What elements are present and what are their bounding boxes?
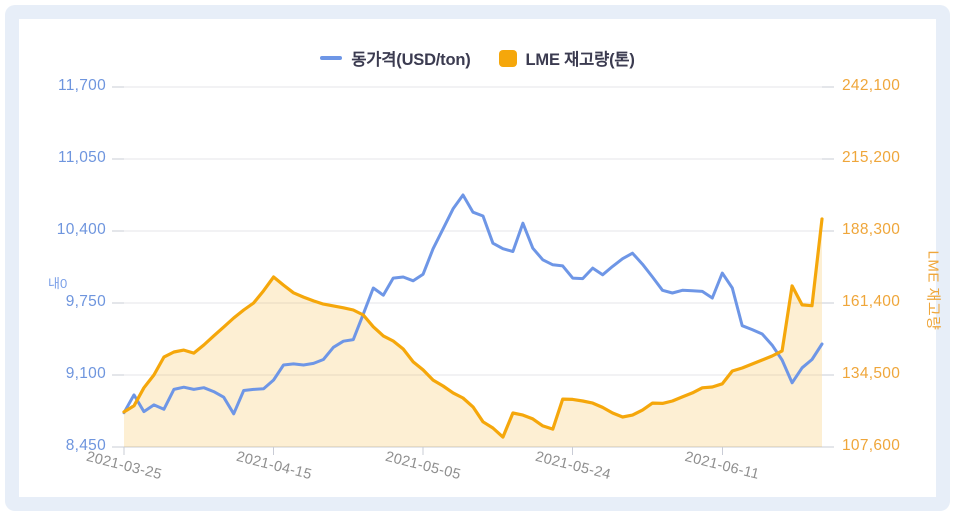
chart-card: 동가격(USD/ton) LME 재고량(톤) 내0 LME 재고량	[5, 5, 950, 511]
price-line-swatch-icon	[320, 56, 343, 60]
stock-area-swatch-icon	[498, 49, 517, 67]
left-axis-title: 내0	[48, 276, 68, 291]
legend-item-stock[interactable]: LME 재고량(톤)	[498, 46, 635, 70]
legend-stock-label: LME 재고량(톤)	[525, 51, 635, 69]
legend-price-label: 동가격(USD/ton)	[351, 51, 471, 69]
price-line	[122, 193, 824, 416]
legend-item-price[interactable]: 동가격(USD/ton)	[320, 46, 471, 70]
stock-area	[124, 219, 822, 447]
gridlines	[124, 86, 822, 448]
stock-line	[122, 217, 824, 439]
axis-ticks	[112, 86, 834, 455]
legend: 동가격(USD/ton) LME 재고량(톤)	[19, 46, 936, 70]
